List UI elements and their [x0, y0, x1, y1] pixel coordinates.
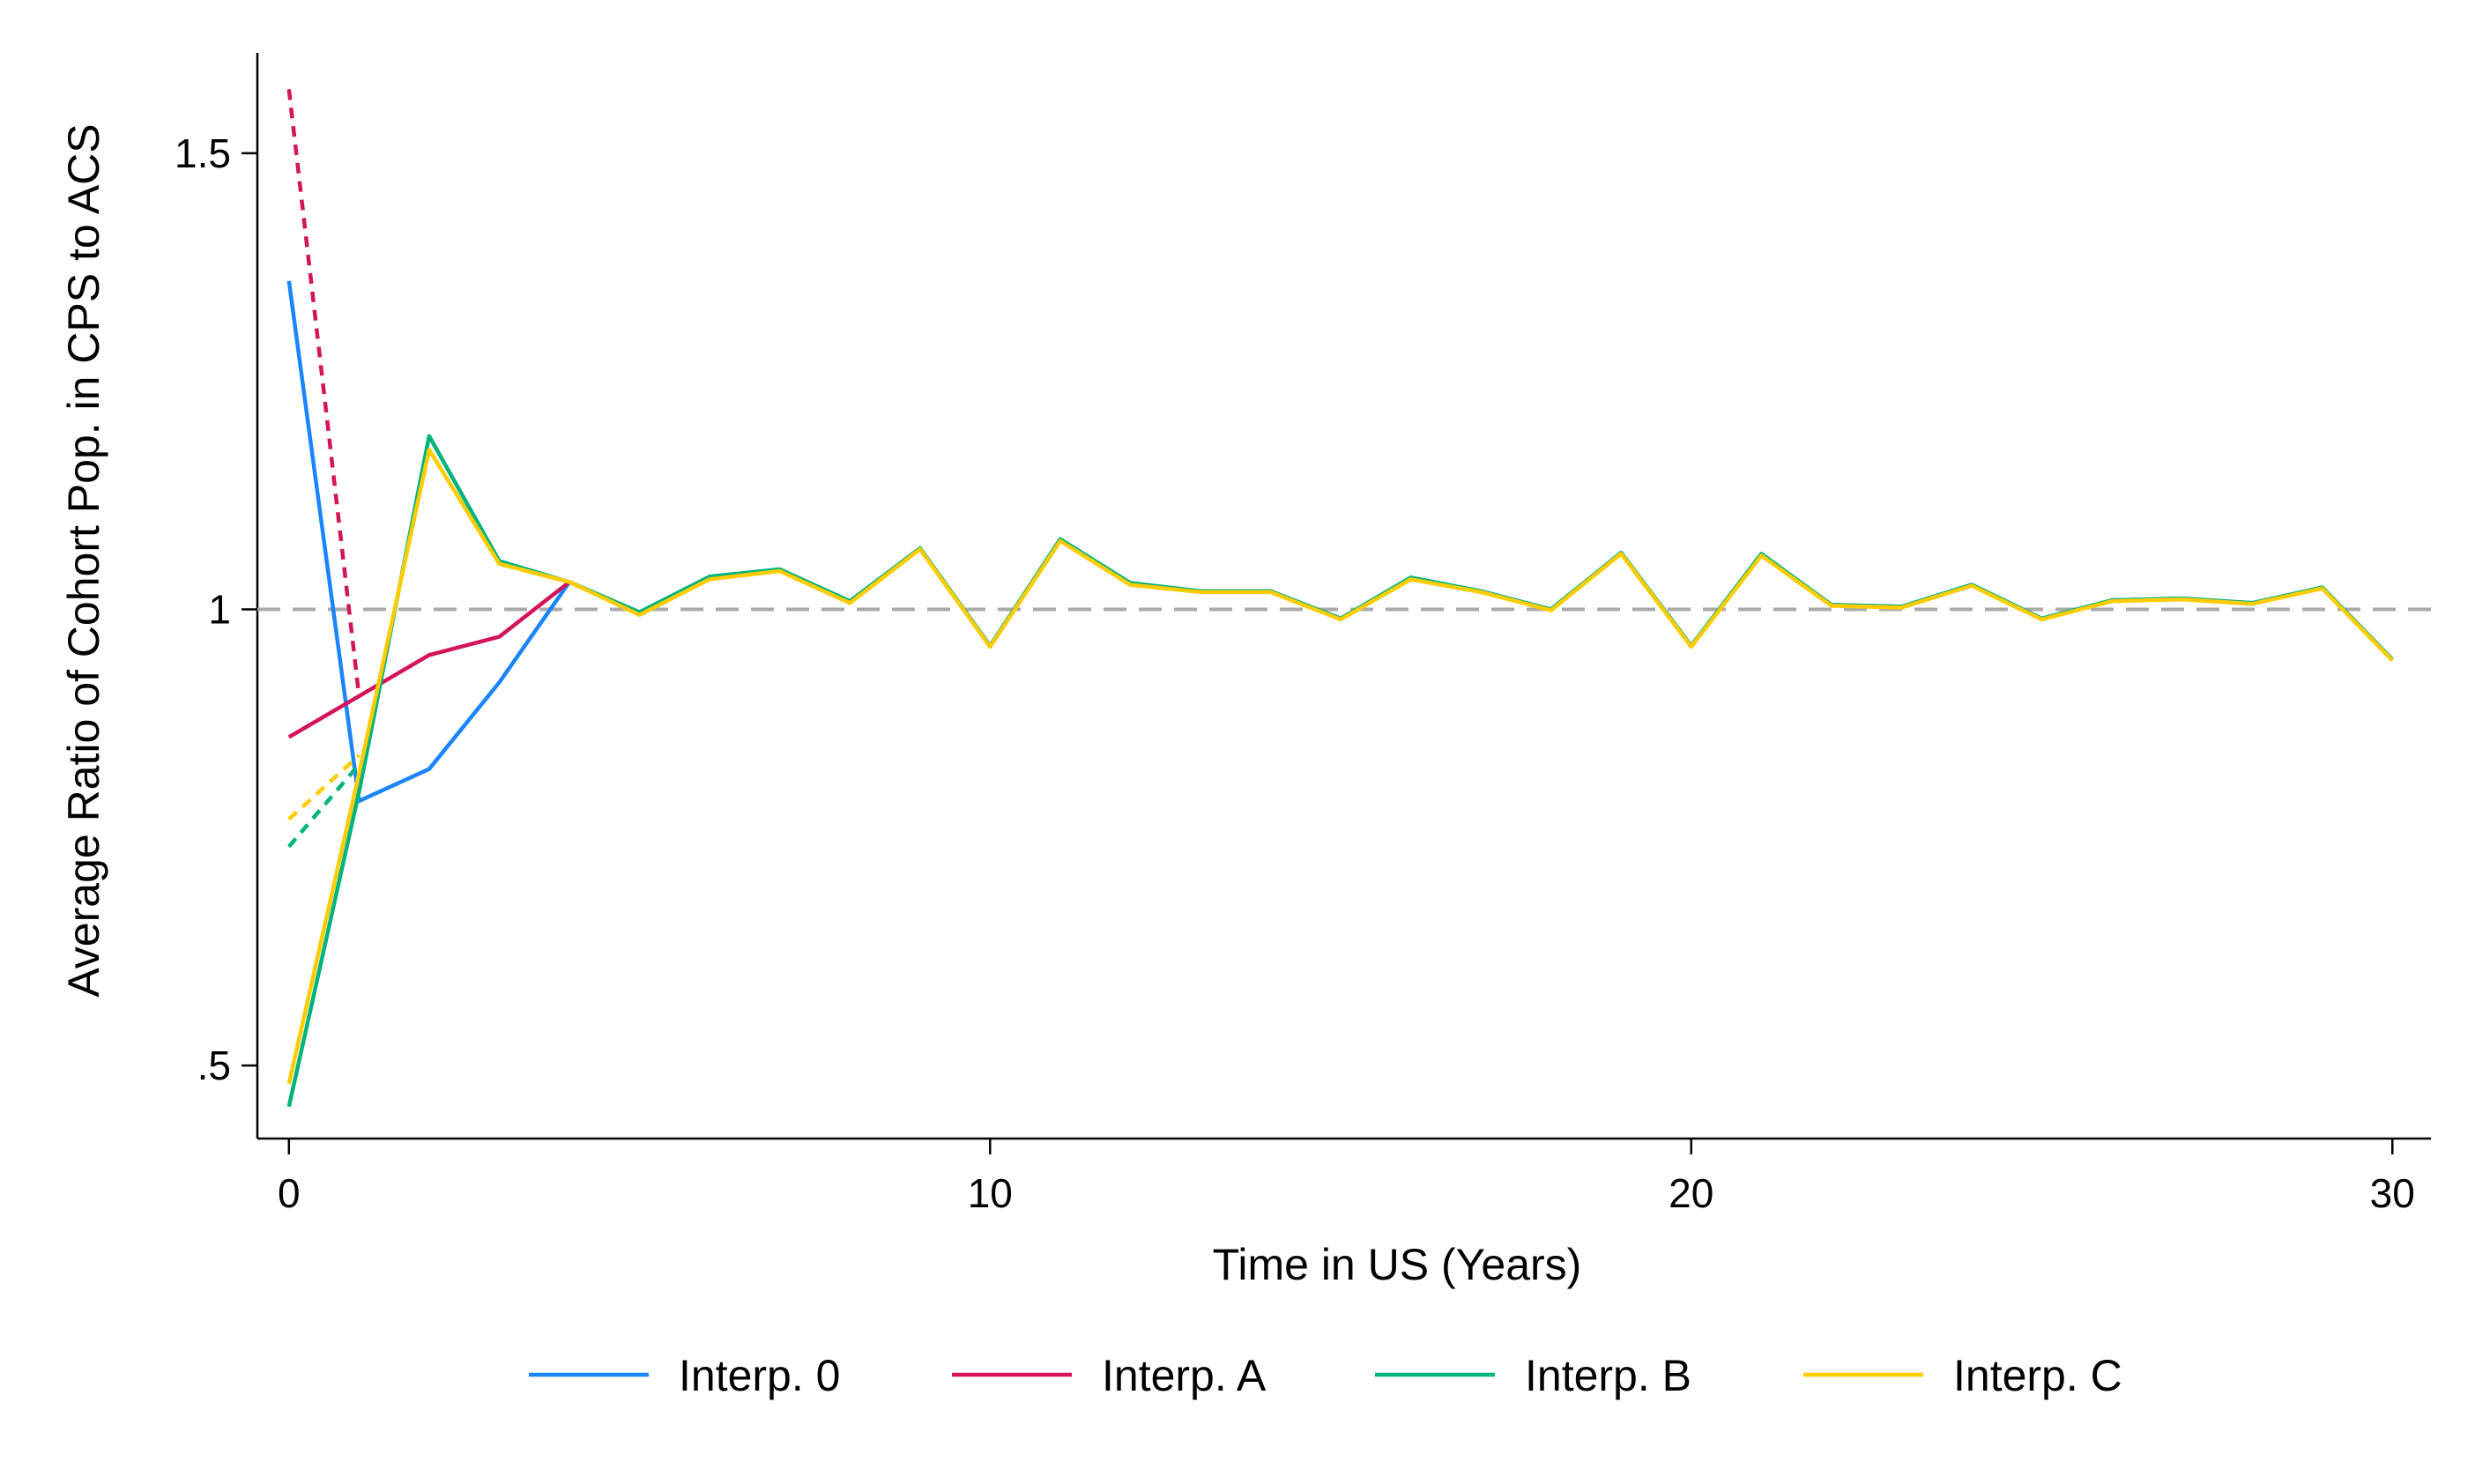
y-tick-label: .5 [197, 1043, 231, 1088]
series-line [286, 448, 2394, 1085]
ticks-layer: 0 10 20 30 .5 1 1.5 [175, 130, 2415, 1216]
series-2 [286, 89, 571, 739]
y-tick-label: 1 [208, 587, 231, 633]
x-tick-label: 20 [1669, 1170, 1713, 1216]
series-line [286, 280, 2394, 804]
legend: Interp. 0 Interp. A Interp. B Interp. C [529, 1351, 2122, 1400]
x-tick-label: 0 [278, 1170, 301, 1216]
series-4 [286, 448, 2394, 1085]
y-tick-label: 1.5 [175, 130, 231, 176]
series-dashed-segment [287, 753, 360, 821]
x-tick-label: 30 [2370, 1170, 2415, 1216]
axes [256, 53, 2431, 1140]
legend-label: Interp. 0 [679, 1351, 840, 1400]
x-tick-label: 10 [968, 1170, 1013, 1216]
x-axis-title: Time in US (Years) [1213, 1240, 1582, 1289]
series-dashed-segment [286, 89, 361, 697]
legend-label: Interp. B [1525, 1351, 1691, 1400]
y-axis-title: Average Ratio of Cohort Pop. in CPS to A… [59, 123, 108, 997]
series-line [286, 434, 2394, 1108]
legend-label: Interp. A [1102, 1351, 1267, 1400]
legend-label: Interp. C [1953, 1351, 2122, 1400]
series-layer [286, 89, 2394, 1108]
series-1 [286, 280, 2394, 804]
series-line [287, 580, 571, 739]
series-3 [286, 434, 2394, 1108]
